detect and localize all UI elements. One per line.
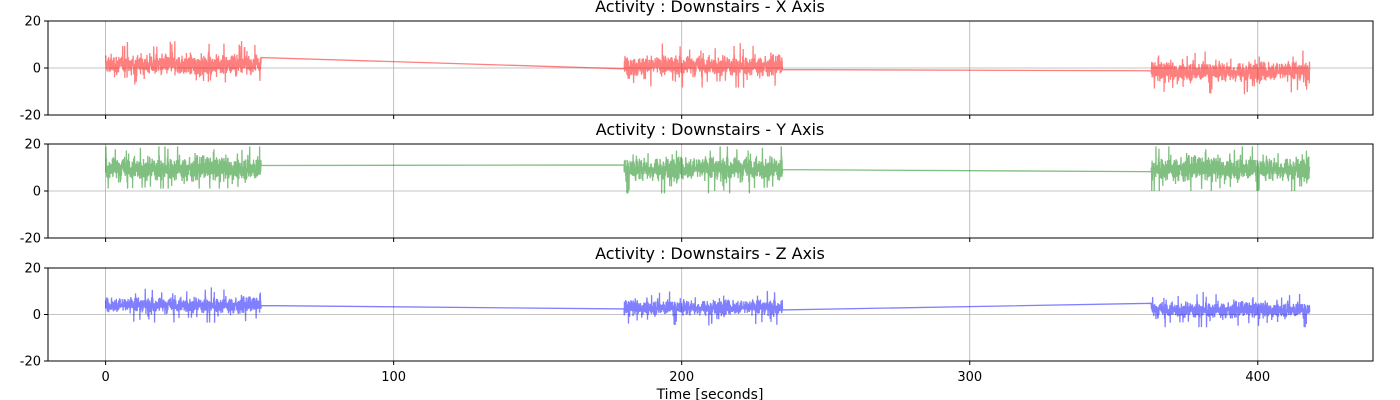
subplot-x-axis: Activity : Downstairs - X Axis -20 0 20 — [20, 0, 1374, 124]
x-tick-label: 200 — [669, 370, 694, 385]
x-tick-label: 300 — [957, 370, 982, 385]
y-tick-label: -20 — [20, 355, 41, 370]
ticks: -20 0 20 — [20, 15, 1259, 124]
y-tick-label: 0 — [33, 185, 41, 200]
y-tick-label: 0 — [33, 62, 41, 77]
subplot-title: Activity : Downstairs - Z Axis — [595, 244, 825, 263]
y-tick-label: 20 — [24, 262, 41, 277]
y-tick-label: 20 — [24, 15, 41, 30]
x-tick-label: 0 — [101, 370, 109, 385]
series — [104, 287, 1311, 328]
series — [104, 146, 1311, 194]
y-tick-label: -20 — [20, 109, 41, 124]
y-tick-label: 0 — [33, 308, 41, 323]
signal-line — [104, 146, 1311, 194]
x-axis-label: Time [seconds] — [656, 387, 764, 400]
subplot-y-axis: Activity : Downstairs - Y Axis -20 0 20 — [20, 120, 1374, 247]
subplot-title: Activity : Downstairs - X Axis — [595, 0, 825, 16]
signal-line — [104, 287, 1311, 328]
ticks: -20 0 20 — [20, 138, 1259, 247]
x-tick-label: 400 — [1245, 370, 1270, 385]
subplot-title: Activity : Downstairs - Y Axis — [596, 120, 825, 139]
y-tick-label: -20 — [20, 232, 41, 247]
signal-line — [104, 41, 1311, 95]
series — [104, 41, 1311, 95]
y-tick-label: 20 — [24, 138, 41, 153]
x-tick-label: 100 — [381, 370, 406, 385]
